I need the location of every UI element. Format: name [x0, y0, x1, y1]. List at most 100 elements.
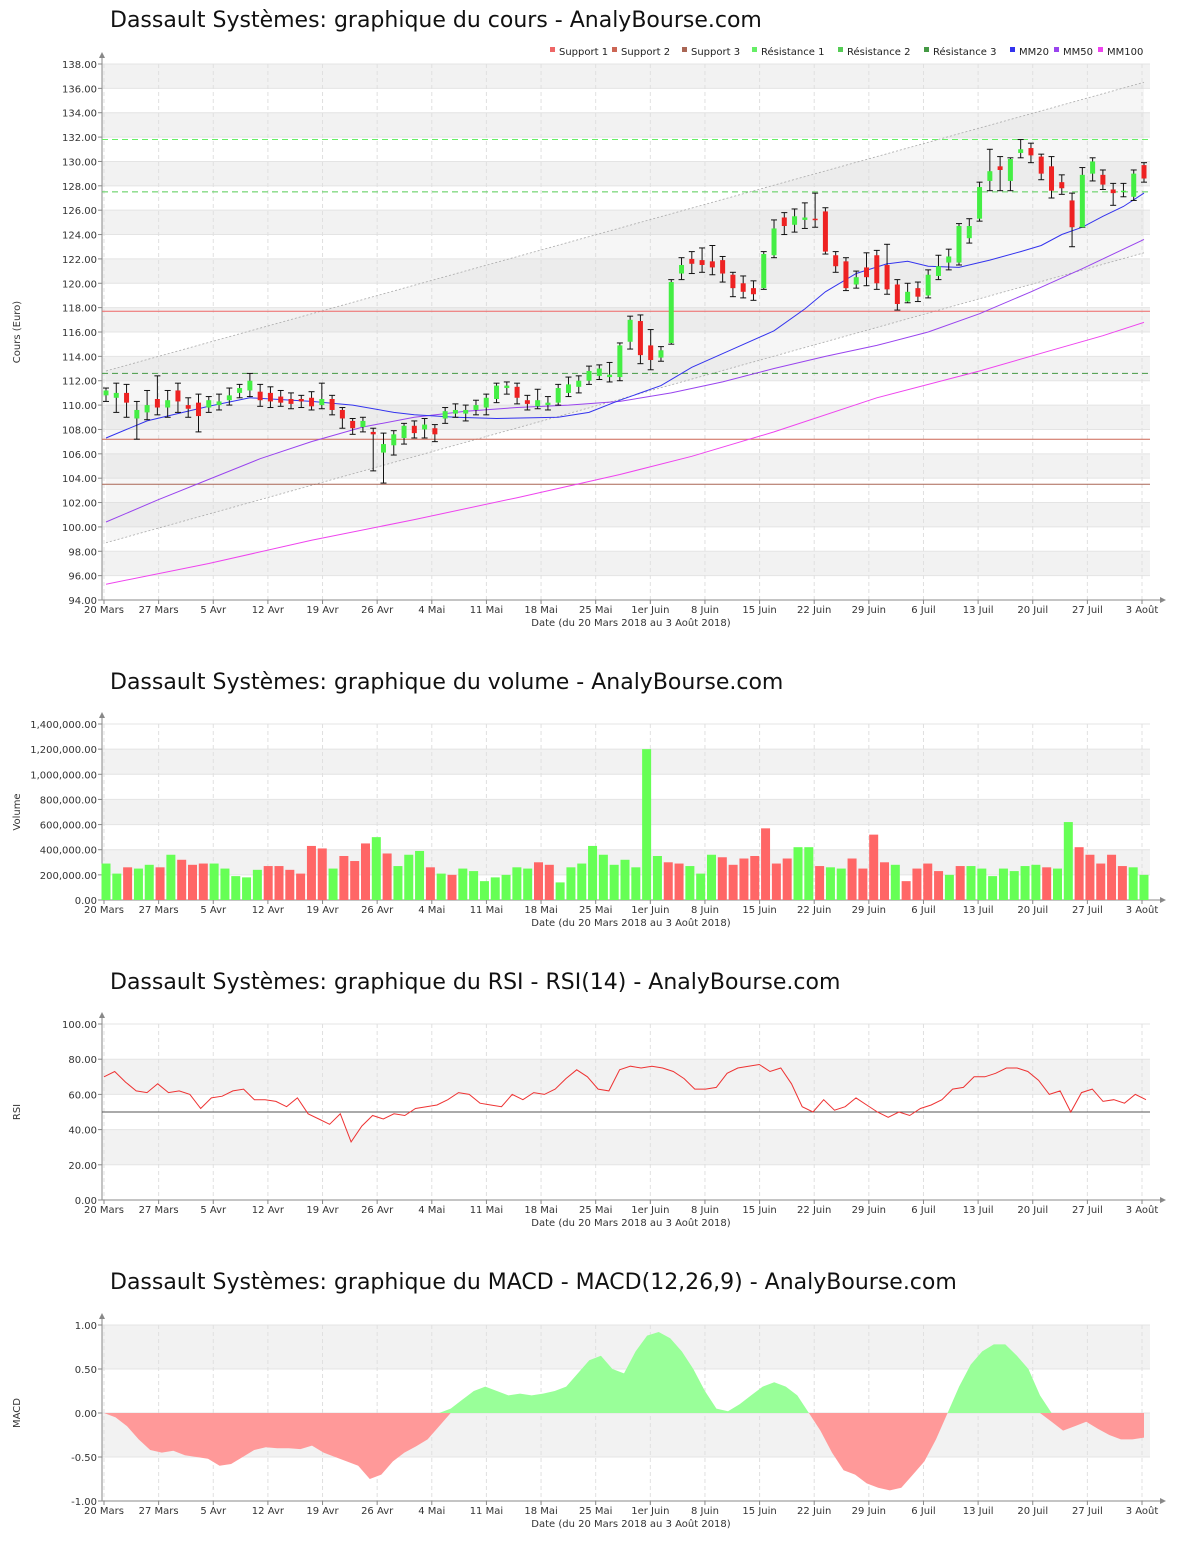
price-xtick-label: 11 Mai — [470, 605, 503, 616]
volume-xtick-label: 22 Juin — [797, 905, 831, 916]
price-ytick-label: 100.00 — [62, 523, 97, 534]
price-xtick-label: 5 Avr — [200, 605, 227, 616]
candle-body — [144, 405, 150, 413]
volume-bar — [642, 749, 652, 900]
volume-bar — [490, 877, 500, 900]
candle-body — [514, 386, 520, 398]
rsi-ytick-label: 20.00 — [68, 1161, 97, 1172]
volume-bar — [793, 847, 803, 900]
price-x-axis-title: Date (du 20 Mars 2018 au 3 Août 2018) — [531, 617, 730, 629]
volume-bar — [880, 862, 889, 900]
candle-body — [596, 368, 602, 376]
price-y-axis-title: Cours (Euro) — [12, 301, 23, 364]
rsi-xtick-label: 1er Juin — [631, 1205, 669, 1216]
rsi-xtick-label: 3 Août — [1126, 1204, 1159, 1216]
volume-xtick-label: 26 Avr — [361, 905, 394, 916]
macd-xtick-label: 3 Août — [1126, 1505, 1159, 1517]
price-ytick-label: 110.00 — [62, 401, 97, 412]
candle-body — [668, 282, 674, 343]
rsi-xtick-label: 15 Juin — [742, 1205, 776, 1216]
price-xtick-label: 6 Juil — [911, 605, 935, 616]
candle-body — [247, 380, 253, 391]
volume-bar — [631, 867, 641, 900]
volume-bar — [242, 877, 252, 900]
macd-panel: Dassault Systèmes: graphique du MACD - M… — [0, 1260, 1200, 1550]
volume-bar — [534, 862, 543, 900]
price-xtick-label: 3 Août — [1126, 604, 1159, 616]
candle-body — [360, 420, 366, 428]
candle-body — [1049, 166, 1055, 191]
mm50-line — [105, 238, 1145, 523]
candle-body — [555, 388, 561, 403]
candle-body — [452, 409, 458, 414]
candle-body — [874, 255, 880, 284]
legend-label: MM100 — [1107, 47, 1143, 58]
candle-body — [853, 277, 859, 285]
price-ytick-label: 128.00 — [62, 182, 97, 193]
macd-positive-area — [104, 1332, 1144, 1413]
price-xtick-label: 18 Mai — [524, 605, 557, 616]
volume-xtick-label: 27 Juil — [1072, 905, 1103, 916]
candle-body — [699, 260, 705, 265]
candle-body — [997, 166, 1003, 170]
candle-body — [679, 265, 685, 274]
volume-bar — [1107, 854, 1117, 900]
legend-label: Résistance 2 — [847, 46, 910, 58]
macd-xtick-label: 20 Juil — [1017, 1506, 1048, 1517]
candle-body — [915, 288, 921, 297]
price-ytick-label: 104.00 — [62, 474, 97, 485]
price-channel-upper — [105, 81, 1145, 372]
macd-xtick-label: 18 Mai — [524, 1506, 557, 1517]
rsi-x-axis-arrow — [1160, 1197, 1166, 1203]
macd-y-axis-arrow — [99, 1313, 105, 1319]
volume-xtick-label: 11 Mai — [470, 905, 503, 916]
volume-bar — [361, 843, 370, 900]
candle-body — [257, 391, 263, 401]
volume-x-axis-title: Date (du 20 Mars 2018 au 3 Août 2018) — [531, 917, 730, 929]
volume-bar — [306, 845, 316, 900]
candle-body — [627, 319, 633, 342]
candle-body — [607, 374, 613, 378]
macd-chart: -1.00 -0.50 0.00 0.50 1.00 20 Mars 27 Mars 5 Av… — [12, 1313, 1166, 1530]
macd-negative-area — [104, 1413, 1144, 1491]
volume-xtick-label: 12 Avr — [252, 905, 285, 916]
volume-ytick-label: 200,000.00 — [40, 871, 97, 882]
volume-xtick-label: 15 Juin — [742, 905, 776, 916]
price-xtick-label: 13 Juil — [963, 605, 994, 616]
candle-body — [1090, 161, 1096, 174]
price-ytick-label: 120.00 — [62, 279, 97, 290]
macd-x-axis-title: Date (du 20 Mars 2018 au 3 Août 2018) — [531, 1518, 730, 1530]
price-xtick-label: 15 Juin — [742, 605, 776, 616]
rsi-band — [102, 1059, 1150, 1095]
price-ytick-label: 108.00 — [62, 425, 97, 436]
volume-bar — [588, 845, 598, 900]
price-xtick-label: 25 Mai — [579, 605, 612, 616]
price-ytick-label: 96.00 — [68, 572, 97, 583]
rsi-xtick-label: 6 Juil — [911, 1205, 935, 1216]
price-ytick-label: 112.00 — [62, 377, 97, 388]
candle-body — [822, 211, 828, 252]
candle-body — [802, 217, 808, 220]
volume-bar — [771, 863, 781, 900]
price-band — [102, 551, 1150, 576]
rsi-xtick-label: 29 Juin — [852, 1205, 886, 1216]
price-chart-title: Dassault Systèmes: graphique du cours - … — [110, 8, 762, 33]
rsi-ytick-label: 60.00 — [68, 1090, 97, 1101]
volume-bar — [620, 859, 630, 900]
rsi-xtick-label: 8 Juin — [691, 1205, 719, 1216]
candle-body — [1028, 148, 1034, 156]
price-ytick-label: 138.00 — [62, 60, 97, 71]
price-band — [102, 502, 1150, 527]
legend-swatch — [682, 47, 687, 52]
candle-body — [1141, 165, 1147, 179]
volume-bar — [274, 866, 284, 900]
volume-bar — [1128, 867, 1138, 900]
volume-bar — [934, 871, 944, 900]
volume-bar — [447, 874, 457, 900]
rsi-xtick-label: 19 Avr — [306, 1205, 339, 1216]
candle-body — [771, 228, 777, 256]
macd-chart-title: Dassault Systèmes: graphique du MACD - M… — [110, 1270, 957, 1295]
candle-body — [884, 265, 890, 290]
mm100-line — [105, 321, 1145, 585]
price-chart: 94.00 96.00 98.00 100.00 102.00 104.00 106.00 1… — [12, 46, 1166, 629]
